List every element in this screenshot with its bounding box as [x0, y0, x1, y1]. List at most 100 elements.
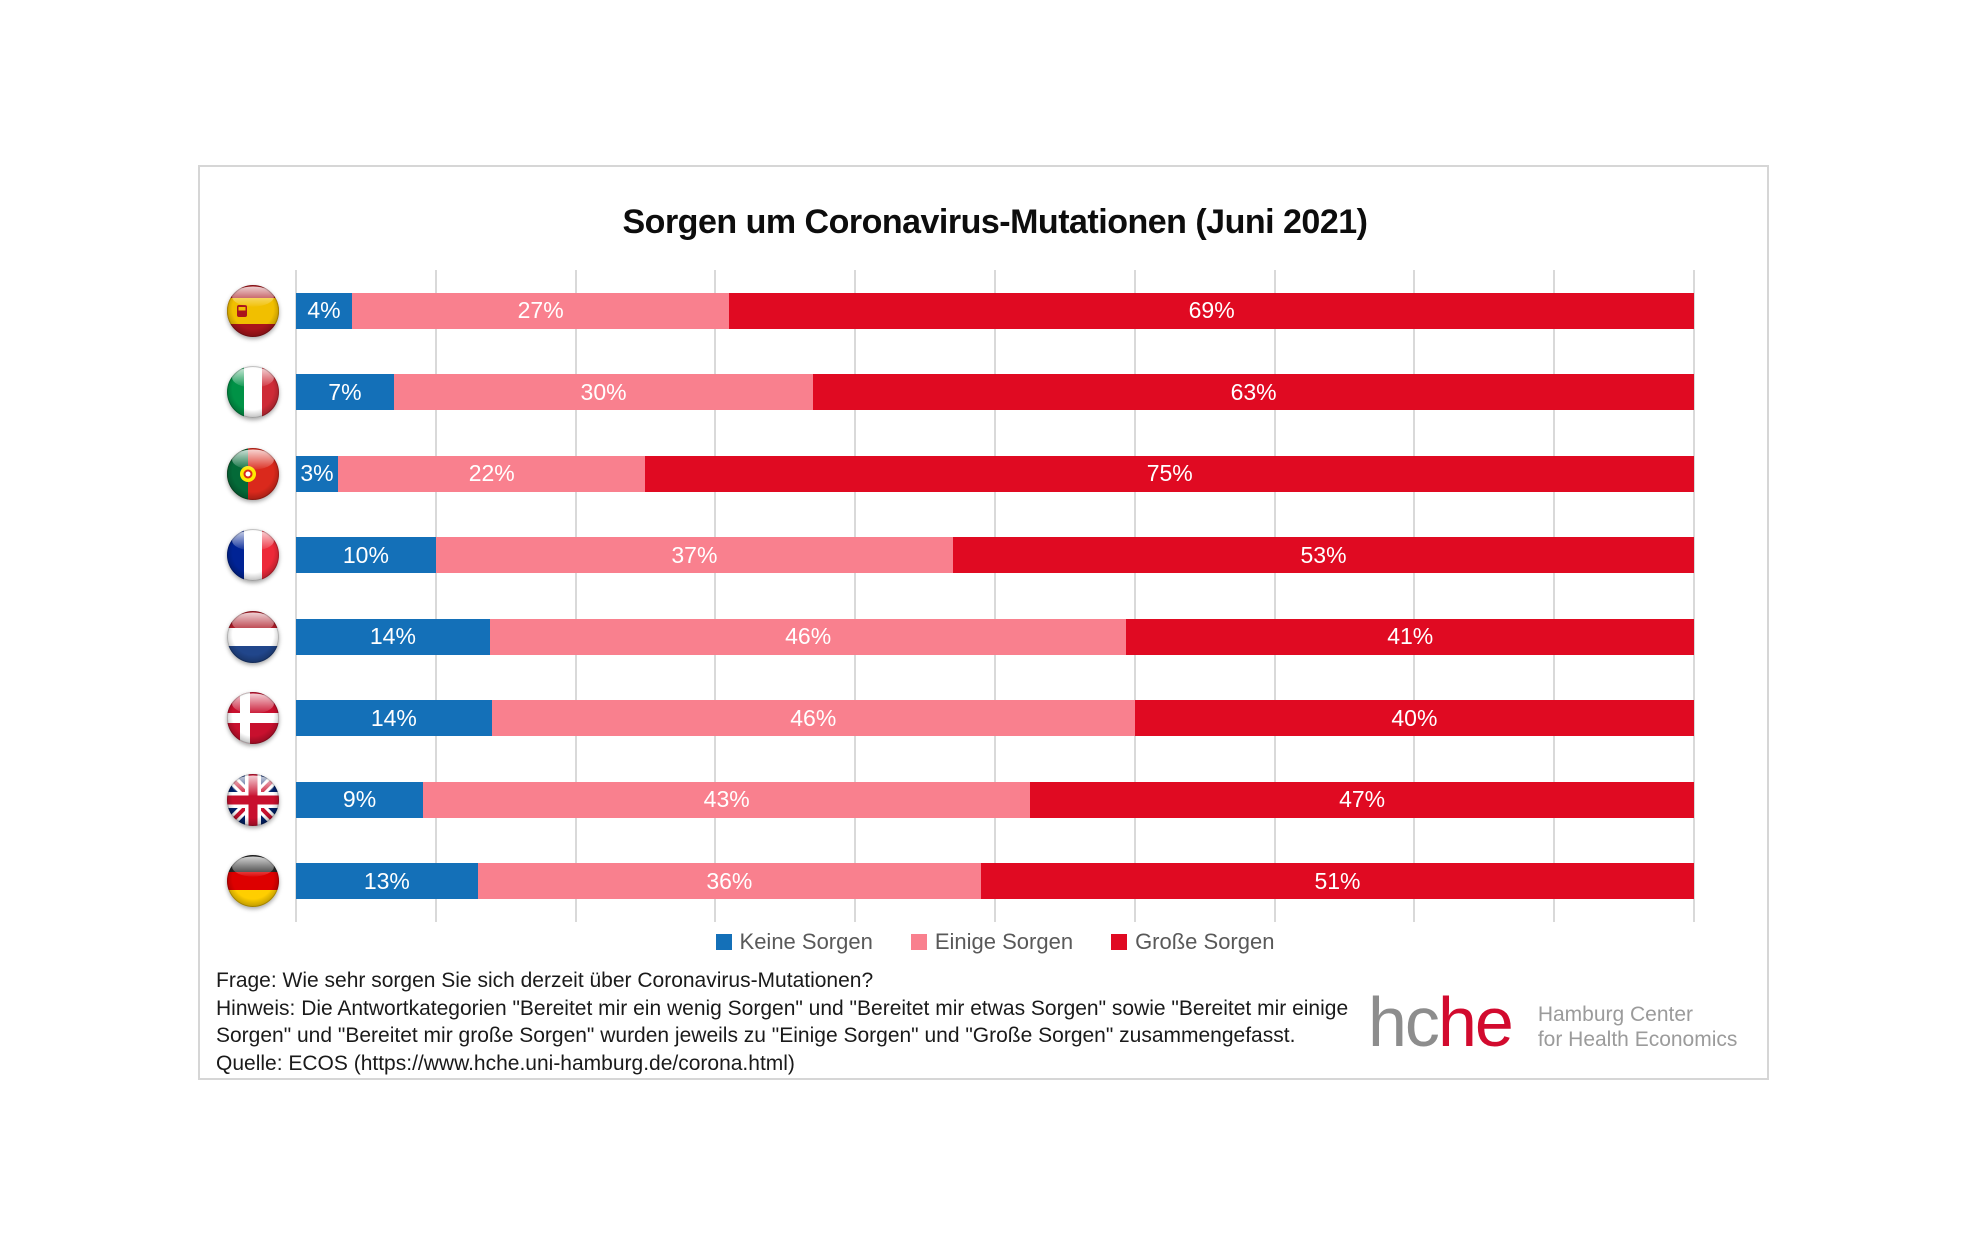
bar-value-label: 40% — [1391, 704, 1438, 731]
bar-segment: 46% — [489, 618, 1127, 655]
flag-spain-icon — [226, 284, 280, 338]
bar-row-nl: 14% 46% 41% — [296, 596, 1694, 678]
legend-label: Keine Sorgen — [739, 929, 873, 954]
logo-text-gray: hc — [1368, 983, 1440, 1061]
logo-subtitle-line2: for Health Economics — [1537, 1028, 1738, 1051]
legend: Keine Sorgen Einige Sorgen Große Sorgen — [296, 929, 1694, 955]
bar-segment: 30% — [393, 374, 814, 411]
flag-portugal-icon — [226, 447, 280, 501]
bar-value-label: 7% — [328, 378, 362, 405]
bar-value-label: 37% — [671, 541, 718, 568]
bar-segment: 53% — [953, 537, 1694, 574]
bar-value-label: 63% — [1230, 378, 1277, 405]
bar-value-label: 75% — [1146, 460, 1193, 487]
stacked-bar-dk: 14% 46% 40% — [296, 700, 1694, 737]
bar-segment: 41% — [1126, 618, 1694, 655]
gridline — [714, 270, 717, 922]
bar-value-label: 69% — [1188, 297, 1235, 324]
bar-value-label: 22% — [468, 460, 515, 487]
flag-germany-icon — [226, 854, 280, 908]
legend-item-gro-e-sorgen: Große Sorgen — [1111, 929, 1274, 955]
bar-segment: 46% — [491, 700, 1135, 737]
bar-row-gb: 9% 43% 47% — [296, 759, 1694, 841]
bar-value-label: 41% — [1387, 623, 1434, 650]
bar-segment: 40% — [1134, 700, 1694, 737]
flag-netherlands-icon — [226, 610, 280, 664]
footnote-quelle: Quelle: ECOS (https://www.hche.uni-hambu… — [216, 1051, 795, 1075]
bar-value-label: 10% — [342, 541, 389, 568]
bar-rows: 4% 27% 69% 7% 30% 63% 3% 22% 75% 10% 37% 53% 14% 46% 4… — [296, 270, 1694, 922]
chart-title: Sorgen um Coronavirus-Mutationen (Juni 2… — [622, 203, 1368, 241]
footnote-frage: Frage: Wie sehr sorgen Sie sich derzeit … — [216, 969, 874, 992]
bar-segment: 3% — [296, 455, 338, 492]
stacked-bar-it: 7% 30% 63% — [296, 374, 1694, 411]
gridline — [994, 270, 996, 922]
bar-value-label: 30% — [580, 378, 627, 405]
bar-value-label: 13% — [363, 867, 410, 894]
bar-row-de: 13% 36% 51% — [296, 841, 1694, 923]
bar-value-label: 14% — [370, 704, 417, 731]
footnote-hinweis: Hinweis: Die Antwortkategorien "Bereitet… — [216, 996, 1349, 1048]
legend-swatch-icon — [1111, 934, 1128, 950]
legend-label: Einige Sorgen — [934, 929, 1074, 954]
bar-value-label: 14% — [369, 623, 416, 650]
bar-row-it: 7% 30% 63% — [296, 352, 1694, 434]
gridline — [1133, 270, 1136, 922]
bar-segment: 9% — [296, 781, 424, 818]
hche-logo: hche Hamburg Center for Health Economics — [1368, 987, 1738, 1057]
gridline — [1273, 270, 1276, 922]
bar-row-dk: 14% 46% 40% — [296, 678, 1694, 760]
bar-segment: 10% — [296, 537, 436, 574]
gridline — [295, 270, 297, 922]
bar-row-es: 4% 27% 69% — [296, 270, 1694, 352]
gridline — [1413, 270, 1416, 922]
bar-segment: 36% — [477, 863, 981, 900]
flag-france-icon — [226, 528, 280, 582]
bar-value-label: 47% — [1339, 786, 1386, 813]
logo-subtitle-line1: Hamburg Center — [1537, 1003, 1694, 1026]
bar-value-label: 51% — [1314, 867, 1361, 894]
stacked-bar-es: 4% 27% 69% — [296, 292, 1694, 329]
bar-segment: 7% — [296, 374, 394, 411]
stacked-bar-nl: 14% 46% 41% — [296, 618, 1694, 655]
legend-swatch-icon — [715, 934, 732, 950]
bar-segment: 43% — [423, 781, 1031, 818]
bar-row-fr: 10% 37% 53% — [296, 515, 1694, 597]
gridline — [1553, 270, 1556, 922]
stacked-bar-gb: 9% 43% 47% — [296, 781, 1694, 818]
bar-value-label: 4% — [307, 297, 341, 324]
legend-swatch-icon — [910, 934, 927, 950]
bar-segment: 37% — [435, 537, 954, 574]
chart-container: Sorgen um Coronavirus-Mutationen (Juni 2… — [198, 165, 1769, 1080]
hche-logo-subtitle: Hamburg Center for Health Economics — [1538, 1002, 1738, 1052]
footnotes: Frage: Wie sehr sorgen Sie sich derzeit … — [216, 967, 1356, 1077]
bar-segment: 22% — [337, 455, 646, 492]
bar-segment: 14% — [296, 700, 492, 737]
legend-item-keine-sorgen: Keine Sorgen — [715, 929, 873, 955]
bar-segment: 13% — [296, 863, 478, 900]
gridline — [854, 270, 857, 922]
bar-row-pt: 3% 22% 75% — [296, 433, 1694, 515]
legend-label: Große Sorgen — [1135, 929, 1275, 954]
bar-segment: 63% — [813, 374, 1694, 411]
bar-segment: 69% — [729, 292, 1694, 329]
gridline — [1693, 270, 1695, 922]
bar-value-label: 9% — [342, 786, 377, 813]
bar-value-label: 53% — [1300, 541, 1347, 568]
bar-value-label: 43% — [703, 786, 750, 813]
bar-segment: 75% — [645, 455, 1694, 492]
stacked-bar-fr: 10% 37% 53% — [296, 537, 1694, 574]
flag-uk-icon — [226, 773, 280, 827]
bar-segment: 27% — [351, 292, 730, 329]
gridline — [434, 270, 437, 922]
bar-segment: 4% — [296, 292, 352, 329]
stacked-bar-pt: 3% 22% 75% — [296, 455, 1694, 492]
bar-value-label: 36% — [706, 867, 753, 894]
flag-denmark-icon — [226, 691, 280, 745]
stacked-bar-de: 13% 36% 51% — [296, 863, 1694, 900]
plot-area: 4% 27% 69% 7% 30% 63% 3% 22% 75% 10% 37% 53% 14% 46% 4… — [295, 270, 1695, 922]
bar-segment: 51% — [981, 863, 1694, 900]
hche-logo-wordmark: hche — [1368, 987, 1514, 1057]
bar-value-label: 3% — [300, 460, 334, 487]
